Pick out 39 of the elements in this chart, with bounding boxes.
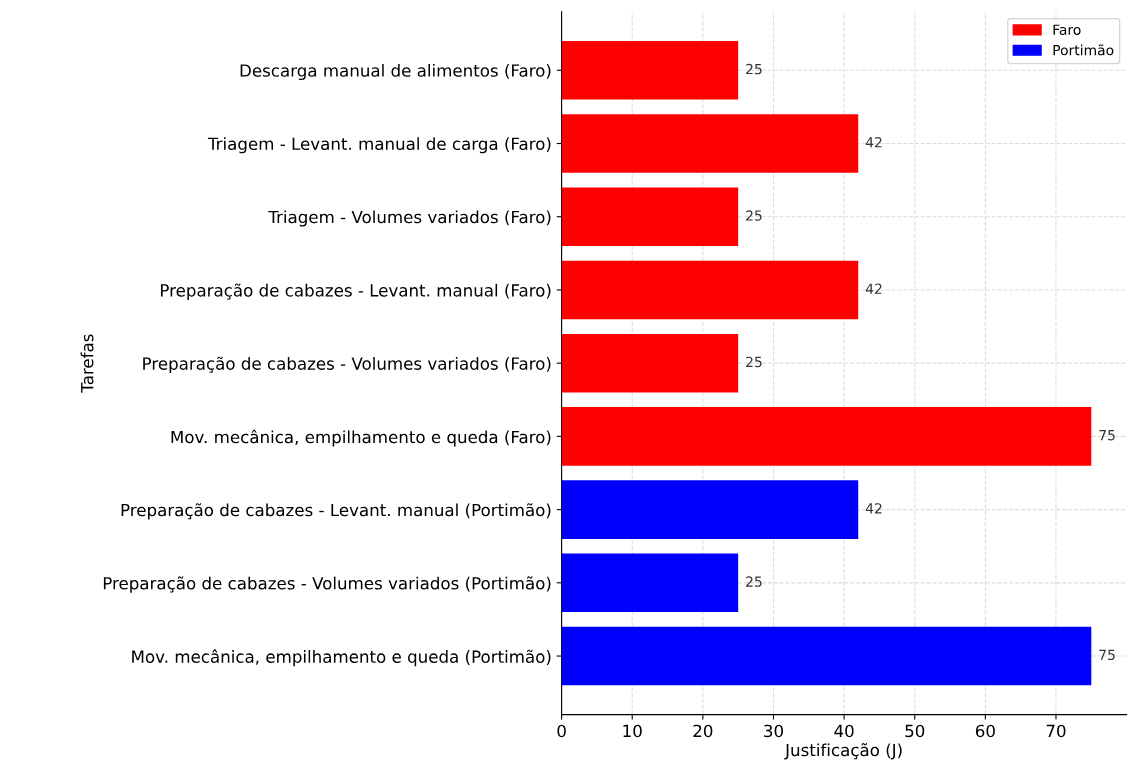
bar <box>561 333 739 393</box>
y-tick-label: Triagem - Volumes variados (Faro) <box>268 210 551 227</box>
legend-label: Portimão <box>1053 44 1114 56</box>
bar <box>561 407 1092 466</box>
y-tick-label: Triagem - Levant. manual de carga (Faro) <box>207 137 551 154</box>
x-tick-label: 10 <box>623 724 642 738</box>
data-label: 42 <box>865 503 882 514</box>
bar <box>561 41 739 100</box>
y-tick-label: Mov. mecânica, empilhamento e queda (Portimão) <box>132 649 551 667</box>
bar <box>561 553 739 613</box>
data-label: 25 <box>746 210 762 221</box>
bar <box>561 187 739 247</box>
y-tick-label: Preparação de cabazes - Levant. manual (Portimão) <box>121 503 551 520</box>
y-axis-title: Tarefas <box>80 334 94 393</box>
data-label: 25 <box>746 356 762 368</box>
bar <box>561 114 859 173</box>
x-tick-label: 40 <box>834 724 854 738</box>
data-label: 75 <box>1099 649 1115 661</box>
data-label: 42 <box>865 283 882 294</box>
x-tick-label: 60 <box>975 724 995 738</box>
y-tick-label: Mov. mecânica, empilhamento e queda (Faro) <box>171 429 551 447</box>
y-tick-label: Preparação de cabazes - Volumes variados (Faro) <box>143 356 551 374</box>
y-tick-label: Preparação de cabazes - Volumes variados (Portimão) <box>103 576 551 593</box>
bar <box>561 626 1092 686</box>
x-axis-title: Justificação (J) <box>784 743 902 760</box>
data-label: 75 <box>1099 430 1115 441</box>
x-tick-label: 30 <box>764 724 783 738</box>
legend-label: Faro <box>1053 24 1081 35</box>
data-label: 25 <box>746 63 762 75</box>
data-label: 25 <box>746 576 762 587</box>
y-tick-label: Descarga manual de alimentos (Faro) <box>240 63 551 81</box>
x-tick-label: 20 <box>693 724 713 738</box>
x-tick-label: 50 <box>905 724 925 738</box>
x-tick-label: 70 <box>1046 724 1066 738</box>
y-tick-label: Preparação de cabazes - Levant. manual (Faro) <box>161 283 551 300</box>
data-label: 42 <box>865 137 882 148</box>
bar <box>561 260 859 320</box>
x-tick-label: 0 <box>557 724 566 738</box>
bar <box>561 480 859 539</box>
